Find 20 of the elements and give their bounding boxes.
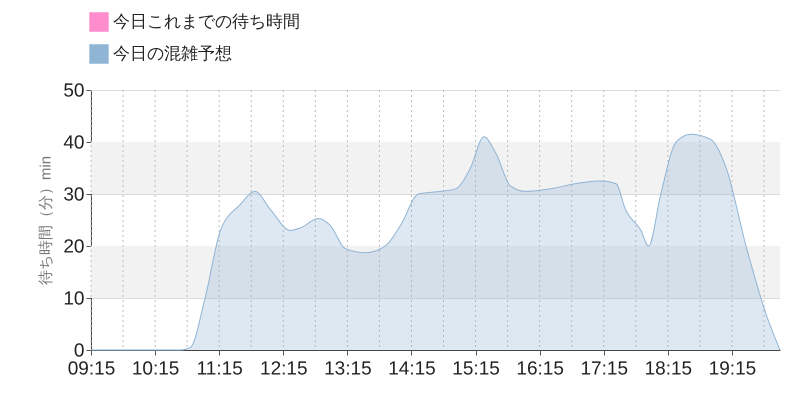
- x-tick-label: 12:15: [260, 358, 308, 380]
- x-tick-label: 10:15: [132, 358, 180, 380]
- x-tick-label: 17:15: [580, 358, 628, 380]
- y-tick-label: 40: [63, 132, 84, 154]
- y-tick-label: 10: [63, 288, 84, 310]
- y-tick-label: 30: [63, 184, 84, 206]
- y-axis-title: 待ち時間（分）min: [37, 156, 54, 286]
- legend-label: 今日の混雑予想: [113, 44, 232, 63]
- y-tick-label: 0: [74, 340, 84, 362]
- y-tick-label: 50: [63, 80, 84, 102]
- x-tick-label: 14:15: [388, 358, 436, 380]
- x-tick-label: 15:15: [452, 358, 500, 380]
- x-tick-label: 19:15: [708, 358, 756, 380]
- x-tick-label: 11:15: [196, 358, 243, 380]
- x-tick-label: 13:15: [324, 358, 372, 380]
- legend-label: 今日これまでの待ち時間: [113, 12, 300, 31]
- x-tick-label: 16:15: [516, 358, 564, 380]
- y-tick-label: 20: [63, 236, 84, 258]
- x-tick-label: 18:15: [644, 358, 692, 380]
- x-tick-label: 09:15: [68, 358, 116, 380]
